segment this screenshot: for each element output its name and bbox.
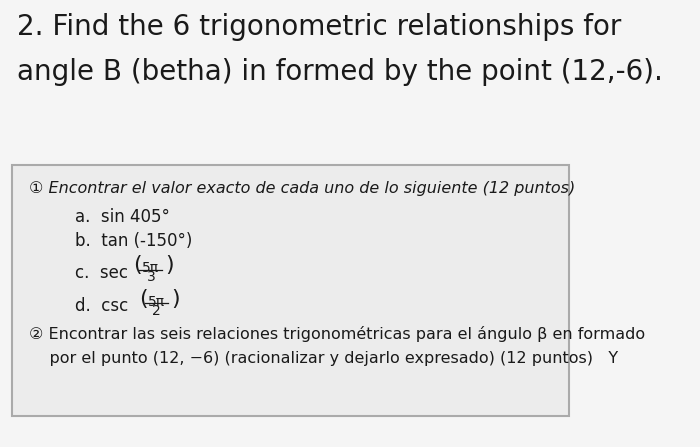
Text: 2. Find the 6 trigonometric relationships for: 2. Find the 6 trigonometric relationship… — [18, 13, 622, 42]
Text: c.  sec: c. sec — [76, 264, 134, 282]
Text: ): ) — [165, 255, 174, 274]
Text: b.  tan (-150°): b. tan (-150°) — [76, 232, 192, 250]
Text: d.  csc: d. csc — [76, 297, 134, 315]
Text: ): ) — [172, 290, 180, 309]
FancyBboxPatch shape — [12, 165, 568, 416]
Text: 2: 2 — [153, 304, 161, 318]
Text: ① Encontrar el valor exacto de cada uno de lo siguiente (12 puntos): ① Encontrar el valor exacto de cada uno … — [29, 181, 575, 196]
Text: angle B (betha) in formed by the point (12,-6).: angle B (betha) in formed by the point (… — [18, 58, 664, 86]
Text: ② Encontrar las seis relaciones trigonométricas para el ángulo β en formado: ② Encontrar las seis relaciones trigonom… — [29, 326, 645, 342]
Text: (: ( — [139, 290, 148, 309]
Text: 3: 3 — [146, 270, 155, 284]
Text: (: ( — [134, 255, 142, 274]
Text: por el punto (12, −6) (racionalizar y dejarlo expresado) (12 puntos)   Y: por el punto (12, −6) (racionalizar y de… — [29, 351, 618, 366]
Text: 5π: 5π — [142, 261, 160, 275]
Text: 5π: 5π — [148, 295, 165, 309]
Text: a.  sin 405°: a. sin 405° — [76, 208, 170, 226]
